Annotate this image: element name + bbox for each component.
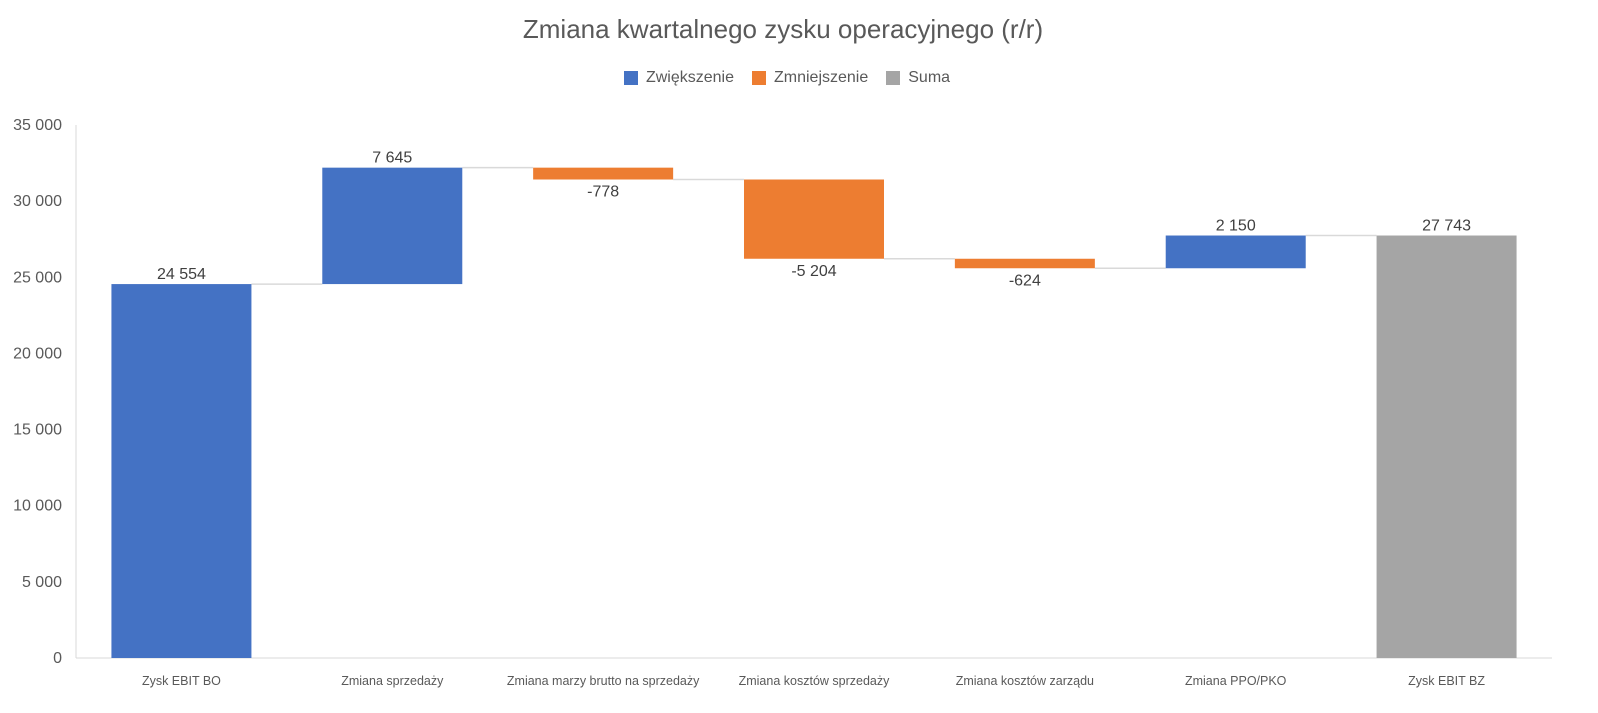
y-tick-label: 30 000: [13, 193, 62, 210]
y-tick-label: 25 000: [13, 269, 62, 286]
legend-swatch-total: [886, 71, 901, 85]
data-label: -5 204: [791, 263, 836, 280]
legend-item-decrease: Zmniejszenie: [751, 69, 869, 87]
data-label: -624: [1009, 272, 1041, 289]
chart-title: Zmiana kwartalnego zysku operacyjnego (r…: [522, 14, 1044, 44]
legend-swatch-decrease: [751, 71, 766, 85]
x-tick-label: Zysk EBIT BZ: [1408, 674, 1485, 688]
x-tick-label: Zmiana sprzedaży: [341, 674, 444, 688]
x-tick-label: Zysk EBIT BO: [142, 674, 221, 688]
y-tick-label: 15 000: [13, 422, 62, 439]
y-tick-label: 0: [53, 650, 62, 667]
legend-swatch-increase: [623, 71, 638, 85]
y-tick-label: 5 000: [22, 574, 62, 591]
x-tick-label: Zmiana PPO/PKO: [1185, 674, 1287, 688]
legend-item-total: Suma: [886, 69, 950, 87]
data-label: 24 554: [157, 266, 206, 283]
x-tick-label: Zmiana kosztów sprzedaży: [739, 674, 891, 688]
bar-total: [1376, 235, 1517, 659]
y-tick-label: 20 000: [13, 345, 62, 362]
y-tick-label: 10 000: [13, 498, 62, 515]
legend-item-increase: Zwiększenie: [623, 69, 734, 87]
legend-label-decrease: Zmniejszenie: [773, 69, 869, 86]
data-label: 2 150: [1216, 218, 1256, 235]
data-label: 7 645: [372, 150, 412, 167]
legend-label-total: Suma: [908, 69, 951, 86]
legend-label-increase: Zwiększenie: [645, 69, 734, 86]
bar-increase: [1165, 235, 1306, 269]
legend: Zwiększenie Zmniejszenie Suma: [0, 69, 1574, 87]
bar-decrease: [533, 167, 674, 180]
bar-decrease: [954, 258, 1095, 269]
y-tick-label: 35 000: [13, 117, 62, 134]
data-label: 27 743: [1422, 218, 1471, 235]
data-label: -778: [587, 184, 619, 201]
bar-increase: [111, 284, 252, 658]
x-tick-label: Zmiana marzy brutto na sprzedaży: [507, 674, 700, 688]
x-tick-label: Zmiana kosztów zarządu: [956, 674, 1094, 688]
bar-decrease: [744, 179, 884, 259]
bar-increase: [322, 167, 463, 285]
